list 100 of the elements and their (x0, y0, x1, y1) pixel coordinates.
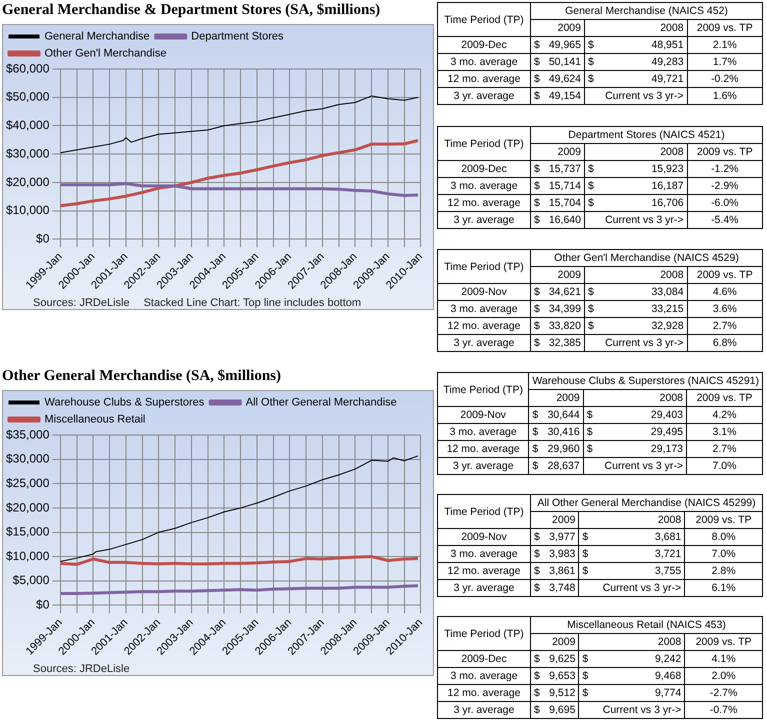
text: $ 29,173 (586, 443, 684, 455)
text: $ 3,721 (582, 548, 682, 560)
text: Current vs 3 yr-> (583, 458, 687, 474)
text: Time Period (TP) (438, 2, 530, 36)
text: 12 mo. average (438, 440, 529, 458)
text: $ 49,965 (530, 36, 584, 54)
text: $ 33,215 (588, 303, 684, 315)
text: 4.2% (686, 406, 762, 424)
y-tick-label: $35,000 (6, 427, 50, 442)
text: $ 49,624 (530, 70, 584, 88)
text: $ 9,242 (582, 653, 682, 665)
text: $ 28,637 (528, 458, 584, 474)
text: 6.1% (684, 580, 762, 596)
legend-label: Miscellaneous Retail (44, 414, 146, 426)
text: All Other General Merchandise (NAICS 45299) (530, 494, 762, 512)
text: -0.7% (684, 702, 762, 718)
text: $ 3,748 (530, 580, 579, 596)
text: $ 3,755 (582, 565, 682, 577)
text: 2009 (530, 144, 584, 160)
text: 7.0% (684, 546, 762, 562)
text: 2009 (528, 390, 584, 406)
text: $ 34,399 (530, 300, 584, 318)
text: 2.1% (687, 36, 762, 54)
text: $ 9,653 (530, 668, 579, 684)
text: Current vs 3 yr-> (584, 212, 688, 228)
text: $ 16,640 (530, 212, 584, 228)
text: 2008 (578, 512, 685, 528)
text: Current vs 3 yr-> (584, 334, 688, 352)
text: $ 3,983 (530, 546, 579, 562)
text: 2009-Nov (438, 284, 530, 300)
text: $ 29,960 (528, 440, 584, 458)
text: 3 mo. average (438, 546, 530, 562)
text: 2009 vs. TP (684, 512, 762, 528)
text: 2009-Nov (438, 406, 529, 424)
text: 3 mo. average (438, 424, 529, 440)
text: Stacked Line Chart: Top line includes bottom (144, 297, 362, 309)
text: $ 9,695 (530, 702, 579, 718)
text: $ 32,928 (588, 320, 684, 332)
y-tick-label: $10,000 (6, 203, 50, 218)
text: $ 3,681 (582, 531, 682, 543)
text: $ 50,141 (530, 54, 584, 70)
text: 2009 vs. TP (687, 144, 762, 160)
text: $ 15,704 (530, 194, 584, 212)
text: 2009 vs. TP (686, 390, 762, 406)
text: 3.6% (687, 300, 762, 318)
text: $ 49,721 (588, 73, 684, 85)
text: $ 48,951 (588, 39, 684, 51)
legend-label: Department Stores (191, 30, 284, 43)
text: 2.8% (684, 562, 762, 580)
text: 2009 vs. TP (687, 266, 762, 284)
text: $ 15,737 (530, 160, 584, 178)
text: Other Gen'l Merchandise (NAICS 4529) (530, 250, 762, 266)
text: 2008 (578, 634, 685, 650)
text: $ 33,084 (588, 286, 684, 298)
y-tick-label: $60,000 (6, 61, 50, 76)
text: 3 yr. average (438, 334, 530, 352)
text: 3 yr. average (438, 458, 529, 474)
text: Time Period (TP) (438, 616, 530, 650)
text: 4.1% (684, 650, 762, 668)
text: 12 mo. average (438, 70, 530, 88)
y-tick-label: $0 (36, 232, 50, 246)
text: 2009-Dec (438, 36, 530, 54)
text: Miscellaneous Retail (NAICS 453) (530, 616, 762, 634)
text: 2008 (583, 390, 687, 406)
text: 2009-Dec (438, 160, 530, 178)
text: 2009-Nov (438, 528, 530, 546)
text: Warehouse Clubs & Superstores (NAICS 45291) (528, 372, 762, 390)
y-tick-label: $10,000 (6, 548, 50, 563)
text: $ 9,625 (530, 650, 579, 668)
source-note: Sources: JRDeLisle (33, 297, 130, 309)
text: 12 mo. average (438, 562, 530, 580)
legend-label: General Merchandise (44, 30, 150, 43)
text: 1.6% (687, 88, 762, 104)
text: $ 15,923 (588, 163, 684, 175)
text: Current vs 3 yr-> (584, 88, 688, 104)
y-tick-label: $25,000 (6, 476, 50, 490)
text: 3 mo. average (438, 300, 530, 318)
text: 3 yr. average (438, 580, 530, 596)
text: 3 mo. average (438, 178, 530, 194)
text: $ 9,774 (582, 687, 682, 699)
text: $ 16,187 (588, 180, 684, 192)
text: Time Period (TP) (438, 494, 530, 528)
text: 2009 (530, 634, 579, 650)
text: 3.1% (686, 424, 762, 440)
text: $ 9,468 (582, 670, 682, 682)
text: 2008 (584, 144, 688, 160)
text: 2009 vs. TP (687, 20, 762, 36)
text: Department Stores (NAICS 4521) (530, 126, 762, 144)
text: Time Period (TP) (438, 372, 529, 406)
text: 2009 (530, 512, 579, 528)
chart-title: Other General Merchandise (SA, $millions) (2, 368, 282, 386)
y-tick-label: $0 (36, 598, 50, 612)
text: $ 3,861 (530, 562, 579, 580)
y-tick-label: $50,000 (6, 90, 50, 104)
text: 3 mo. average (438, 668, 530, 684)
y-tick-label: $20,000 (6, 500, 50, 514)
text: $ 34,621 (530, 284, 584, 300)
text: $ 29,495 (586, 426, 684, 438)
text: General Merchandise (NAICS 452) (530, 2, 762, 20)
text: -2.7% (684, 684, 762, 702)
